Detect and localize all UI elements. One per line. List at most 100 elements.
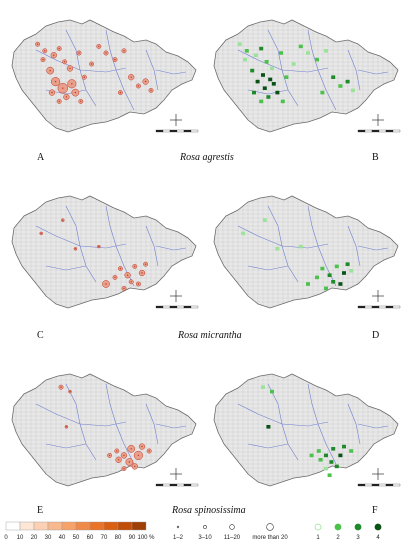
occurrence-square: [250, 68, 255, 73]
occurrence-dot-center: [65, 96, 68, 98]
north-arrow: [372, 114, 384, 126]
occurrence-dot-center: [130, 281, 132, 283]
legend-count-circle: [176, 525, 180, 529]
panel-label-a: A: [37, 152, 45, 163]
country-border: [11, 195, 197, 309]
legend-ramp-swatch: [131, 521, 147, 531]
occurrence-dot-center: [44, 50, 46, 52]
map-a-agrestis-red: [11, 19, 199, 133]
occurrence-square: [266, 425, 271, 429]
country-border: [213, 19, 399, 133]
occurrence-dot-center: [54, 80, 57, 83]
legend-green-label: 2: [336, 535, 340, 541]
occurrence-dot-center: [137, 283, 140, 285]
occurrence-square: [266, 95, 271, 99]
legend-percent-tick: 60: [87, 535, 94, 541]
occurrence-dot-center: [134, 265, 136, 268]
occurrence-square: [320, 266, 325, 271]
country-area: [12, 374, 196, 486]
north-arrow: [170, 468, 182, 480]
map-b-agrestis-green: [213, 19, 401, 133]
occurrence-dot-center: [144, 263, 147, 265]
occurrence-dot-center: [119, 267, 122, 270]
occurrence-square: [291, 62, 296, 66]
species-name-spinosissima: Rosa spinosissima: [172, 505, 246, 516]
occurrence-dot-center: [83, 76, 86, 78]
occurrence-square: [271, 82, 276, 86]
occurrence-dot-center: [128, 461, 131, 463]
occurrence-square: [349, 269, 354, 273]
occurrence-square: [338, 84, 343, 88]
occurrence-dot-center: [98, 245, 100, 248]
occurrence-dot-center: [62, 87, 64, 89]
occurrence-dot-center: [60, 386, 62, 388]
occurrence-dot-center: [144, 80, 147, 83]
occurrence-square: [298, 44, 303, 49]
legend-count-circle: [203, 525, 207, 529]
occurrence-square: [270, 66, 274, 71]
occurrence-dot-center: [134, 465, 136, 468]
occurrence-square: [252, 90, 256, 95]
occurrence-dot-center: [114, 276, 116, 279]
legend-count-label: 11–20: [224, 535, 241, 541]
occurrence-square: [262, 86, 267, 90]
country-area: [214, 196, 398, 308]
legend-count-circle: [266, 523, 274, 531]
occurrence-dot-center: [130, 448, 132, 450]
occurrence-square: [280, 99, 285, 104]
legend-green-label: 3: [356, 535, 360, 541]
occurrence-dot-center: [119, 91, 122, 94]
occurrence-dot-center: [141, 272, 143, 274]
legend-percent-tick: 30: [45, 535, 52, 541]
panel-label-f: F: [372, 505, 378, 516]
species-name-micrantha: Rosa micrantha: [178, 330, 242, 341]
occurrence-square: [342, 271, 346, 275]
legend-green-label: 4: [376, 535, 380, 541]
occurrence-dot-center: [123, 467, 125, 470]
country-area: [214, 374, 398, 486]
legend-green-marker: [374, 523, 382, 531]
occurrence-square: [342, 444, 346, 449]
occurrence-square: [284, 75, 289, 79]
occurrence-square: [345, 262, 350, 266]
legend-green-marker: [334, 523, 342, 531]
occurrence-dot-center: [130, 76, 132, 78]
country-area: [214, 20, 398, 132]
scale-bar: [155, 129, 199, 133]
occurrence-dot-center: [105, 283, 107, 285]
north-arrow: [170, 290, 182, 302]
occurrence-square: [338, 453, 343, 458]
occurrence-square: [320, 90, 325, 95]
country-border: [11, 19, 197, 133]
occurrence-square: [349, 449, 354, 453]
species-name-agrestis: Rosa agrestis: [180, 152, 234, 163]
occurrence-square: [268, 77, 273, 82]
occurrence-dot-center: [65, 426, 68, 428]
occurrence-dot-center: [123, 287, 125, 290]
occurrence-square: [331, 280, 336, 284]
legend: 0 10 20 30 40 50 60 70 80 90 100 % 1–2 3–10 11–20 more…: [4, 521, 382, 541]
occurrence-dot-center: [78, 52, 80, 54]
legend-ramp-swatch: [5, 521, 21, 531]
occurrence-square: [298, 244, 303, 249]
panel-label-c: C: [37, 330, 44, 341]
legend-ramp-swatch: [61, 521, 77, 531]
occurrence-square: [318, 458, 323, 462]
scale-bar: [155, 305, 199, 309]
legend-green-marker: [354, 523, 362, 531]
occurrence-dot-center: [69, 67, 71, 70]
occurrence-dot-center: [90, 63, 93, 65]
occurrence-square: [275, 90, 280, 95]
occurrence-square: [259, 46, 264, 51]
occurrence-square: [324, 466, 328, 471]
country-border: [213, 195, 399, 309]
occurrence-dot-center: [116, 450, 118, 452]
map-f-spinosissima-green: [213, 373, 401, 487]
occurrence-square: [262, 218, 267, 222]
occurrence-square: [334, 464, 339, 469]
occurrence-dot-center: [80, 100, 82, 103]
country-area: [12, 196, 196, 308]
occurrence-square: [315, 275, 319, 280]
occurrence-dot-center: [40, 232, 42, 235]
occurrence-square: [279, 51, 283, 55]
